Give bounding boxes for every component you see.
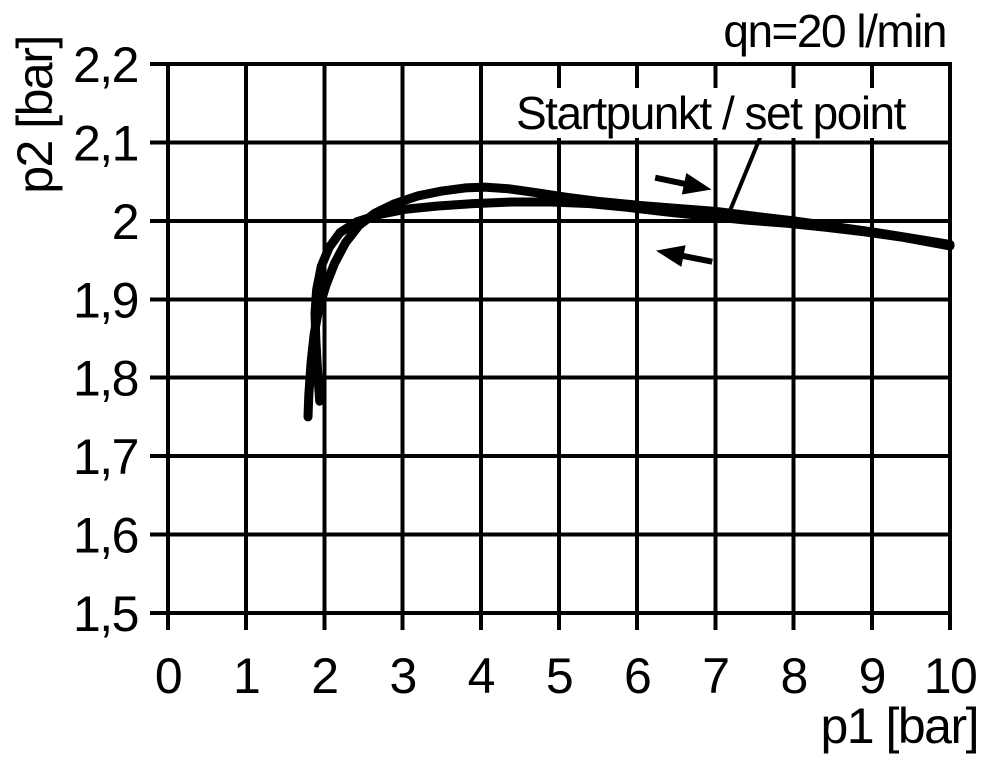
- setpoint-annotation: Startpunkt / set point: [510, 88, 911, 138]
- x-tick-label: 1: [233, 648, 259, 704]
- x-tick-label: 8: [780, 648, 806, 704]
- flow-rate-annotation: qn=20 l/min: [723, 5, 947, 57]
- y-tick-label: 1,7: [73, 429, 138, 485]
- y-tick-label: 2,2: [73, 37, 138, 93]
- x-tick-label: 3: [389, 648, 415, 704]
- x-tick-label: 9: [859, 648, 885, 704]
- x-tick-label: 4: [468, 648, 495, 704]
- arrow-head-right-icon: [681, 172, 712, 195]
- arrow-shaft-left: [678, 252, 713, 265]
- y-tick-label: 1,8: [73, 351, 138, 407]
- y-tick-label: 1,5: [73, 586, 138, 642]
- y-tick-label: 2: [112, 194, 138, 250]
- x-tick-label: 2: [311, 648, 337, 704]
- x-tick-label: 0: [155, 648, 181, 704]
- x-tick-label: 10: [924, 648, 977, 704]
- y-tick-label: 2,1: [73, 115, 138, 171]
- curve-return: [310, 197, 955, 406]
- x-axis-title: p1 [bar]: [820, 698, 979, 754]
- x-tick-label: 7: [702, 648, 728, 704]
- x-tick-label: 6: [624, 648, 650, 704]
- y-tick-label: 1,6: [73, 508, 138, 564]
- x-tick-label: 5: [546, 648, 572, 704]
- y-tick-label: 1,9: [73, 272, 138, 328]
- arrow-head-left-icon: [655, 245, 686, 267]
- setpoint-leader-line: [726, 131, 765, 215]
- y-axis-title: p2 [bar]: [7, 36, 63, 194]
- arrow-shaft-right: [654, 174, 689, 188]
